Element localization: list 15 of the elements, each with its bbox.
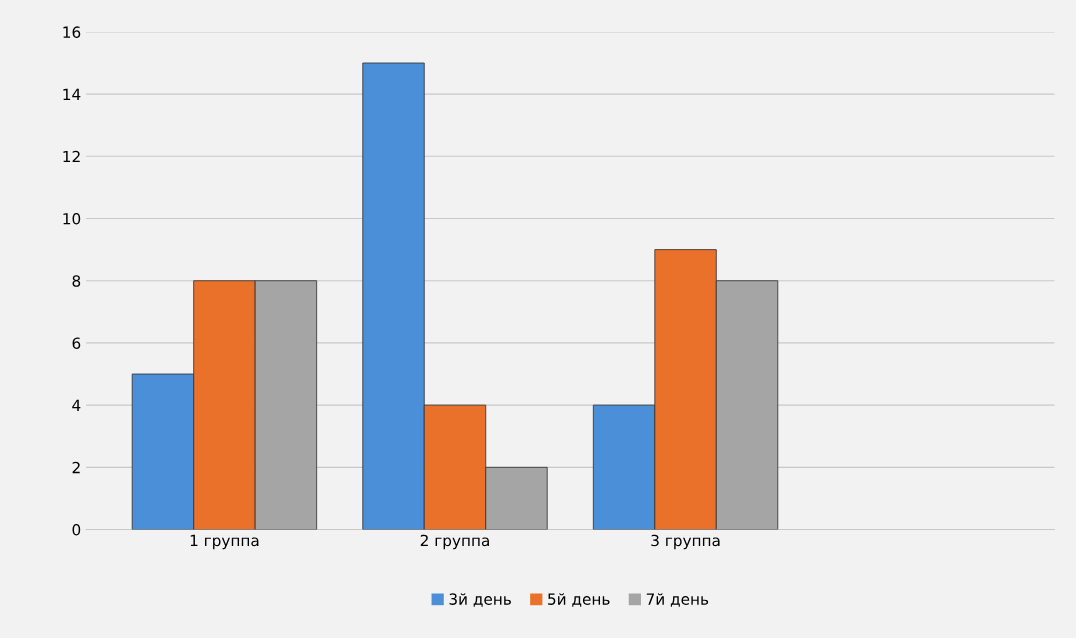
y-tick-label: 10 bbox=[63, 212, 81, 225]
legend-label: 3й день bbox=[449, 593, 511, 607]
x-tick-label: 3 группа bbox=[651, 534, 720, 550]
x-tick-label: 1 группа bbox=[190, 534, 259, 550]
legend-label: 7й день bbox=[646, 593, 709, 607]
y-tick-label: 4 bbox=[72, 399, 81, 411]
y-tick-label: 16 bbox=[63, 26, 81, 38]
y-tick-label: 14 bbox=[63, 88, 81, 100]
y-tick-label: 0 bbox=[72, 524, 81, 536]
y-tick-label: 6 bbox=[72, 337, 81, 349]
y-tick-label: 12 bbox=[63, 150, 80, 163]
x-tick-label: 2 группа bbox=[420, 534, 489, 550]
y-tick-label: 8 bbox=[72, 275, 81, 287]
legend-label: 5й день bbox=[548, 593, 610, 607]
y-tick-label: 2 bbox=[72, 461, 80, 474]
